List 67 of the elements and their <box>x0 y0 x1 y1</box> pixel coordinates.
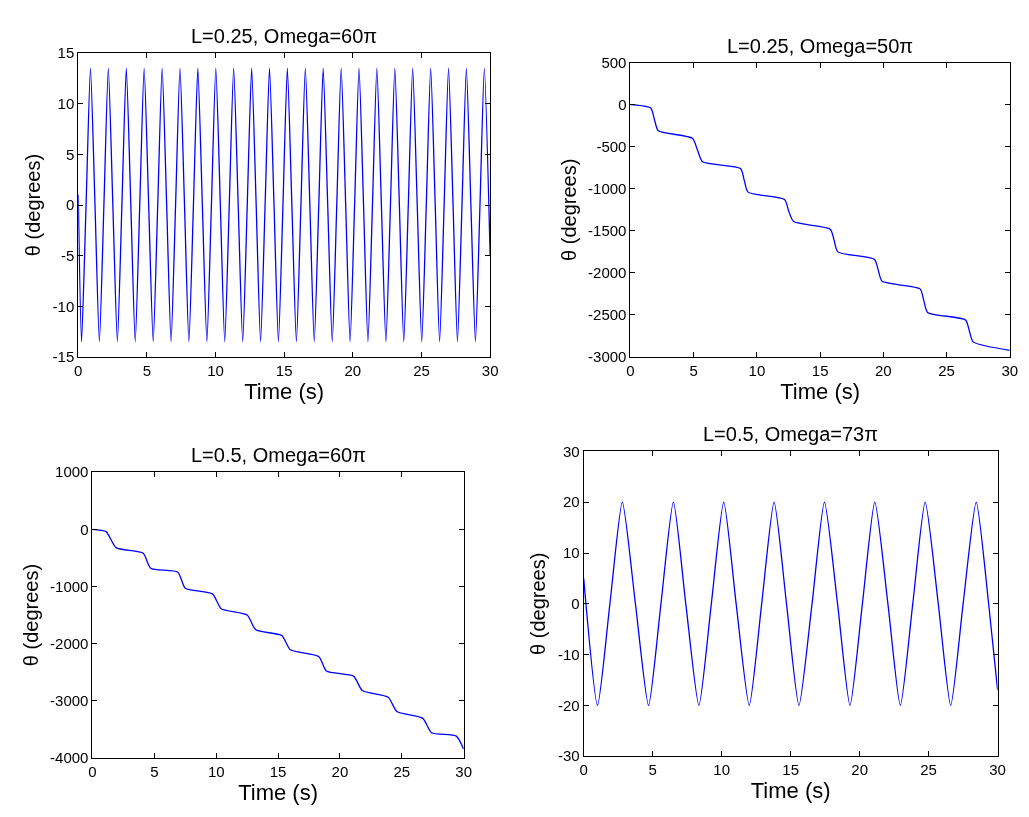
y-tick-label: -15 <box>52 348 75 366</box>
y-tick-label: 0 <box>571 595 580 613</box>
y-tick-label: -10 <box>558 645 580 663</box>
x-tick-label: 20 <box>851 761 868 779</box>
x-axis-title: Time (s) <box>244 379 325 404</box>
x-tick-label: 15 <box>269 762 287 780</box>
x-tick-label: 5 <box>689 362 698 379</box>
x-tick-label: 10 <box>748 362 766 379</box>
line-series <box>583 501 998 707</box>
line-series <box>630 104 1010 351</box>
x-tick-label: 15 <box>275 362 293 379</box>
y-tick-label: 500 <box>601 53 627 71</box>
y-tick-label: 10 <box>57 94 75 112</box>
x-tick-label: 25 <box>920 761 937 779</box>
x-tick-label: 10 <box>207 762 225 780</box>
y-tick-label: 30 <box>563 442 580 460</box>
x-tick-label: 30 <box>481 362 499 379</box>
line-series <box>78 67 491 343</box>
chart-title: L=0.25, Omega=50π <box>727 35 914 57</box>
y-tick-label: -4000 <box>50 749 89 767</box>
x-tick-label: 20 <box>344 362 362 379</box>
y-tick-label: -1500 <box>588 222 627 240</box>
y-tick-label: 0 <box>65 196 75 214</box>
y-tick-label: -2000 <box>588 264 627 282</box>
y-axis-title: θ (degrees) <box>19 563 42 667</box>
y-tick-label: -2500 <box>588 306 627 324</box>
x-axis-title: Time (s) <box>780 379 861 404</box>
y-tick-label: 0 <box>80 520 89 538</box>
x-tick-label: 10 <box>207 362 224 379</box>
x-tick-label: 20 <box>875 362 892 379</box>
x-tick-label: 20 <box>331 762 349 780</box>
x-tick-label: 30 <box>1001 362 1019 379</box>
y-tick-label: -5 <box>60 246 75 264</box>
y-tick-label: 1000 <box>55 463 89 481</box>
x-tick-label: 30 <box>989 761 1006 779</box>
y-tick-label: -10 <box>52 297 75 315</box>
y-tick-label: -1000 <box>50 577 89 595</box>
y-tick-label: -1000 <box>588 180 627 198</box>
y-axis-title: θ (degrees) <box>557 158 580 261</box>
y-tick-label: -3000 <box>588 348 627 366</box>
chart-title: L=0.5, Omega=60π <box>191 444 367 466</box>
x-tick-label: 15 <box>811 362 829 379</box>
x-tick-label: 10 <box>713 761 730 779</box>
y-tick-label: 0 <box>618 95 627 113</box>
x-tick-label: 5 <box>150 762 159 780</box>
y-tick-label: 5 <box>65 145 75 163</box>
y-axis-title: θ (degrees) <box>22 153 45 257</box>
x-axis-title: Time (s) <box>750 778 831 804</box>
x-tick-label: 25 <box>938 362 955 379</box>
x-tick-label: 25 <box>413 362 430 379</box>
y-tick-label: 15 <box>57 44 75 62</box>
x-axis-title: Time (s) <box>238 779 318 805</box>
x-tick-label: 5 <box>142 362 152 379</box>
y-tick-label: -2000 <box>50 634 89 652</box>
y-axis-title: θ (degrees) <box>527 552 550 655</box>
y-tick-label: -500 <box>596 137 627 155</box>
y-tick-label: -3000 <box>50 691 89 709</box>
y-tick-label: -20 <box>558 696 580 714</box>
x-tick-label: 30 <box>455 762 473 780</box>
y-tick-label: 10 <box>563 544 580 562</box>
x-tick-label: 25 <box>393 762 411 780</box>
chart-title: L=0.25, Omega=60π <box>191 25 378 47</box>
y-tick-label: 20 <box>563 493 580 511</box>
chart-title: L=0.5, Omega=73π <box>703 423 879 445</box>
x-tick-label: 15 <box>782 761 799 779</box>
x-tick-label: 5 <box>648 761 657 779</box>
y-tick-label: -30 <box>558 747 580 765</box>
